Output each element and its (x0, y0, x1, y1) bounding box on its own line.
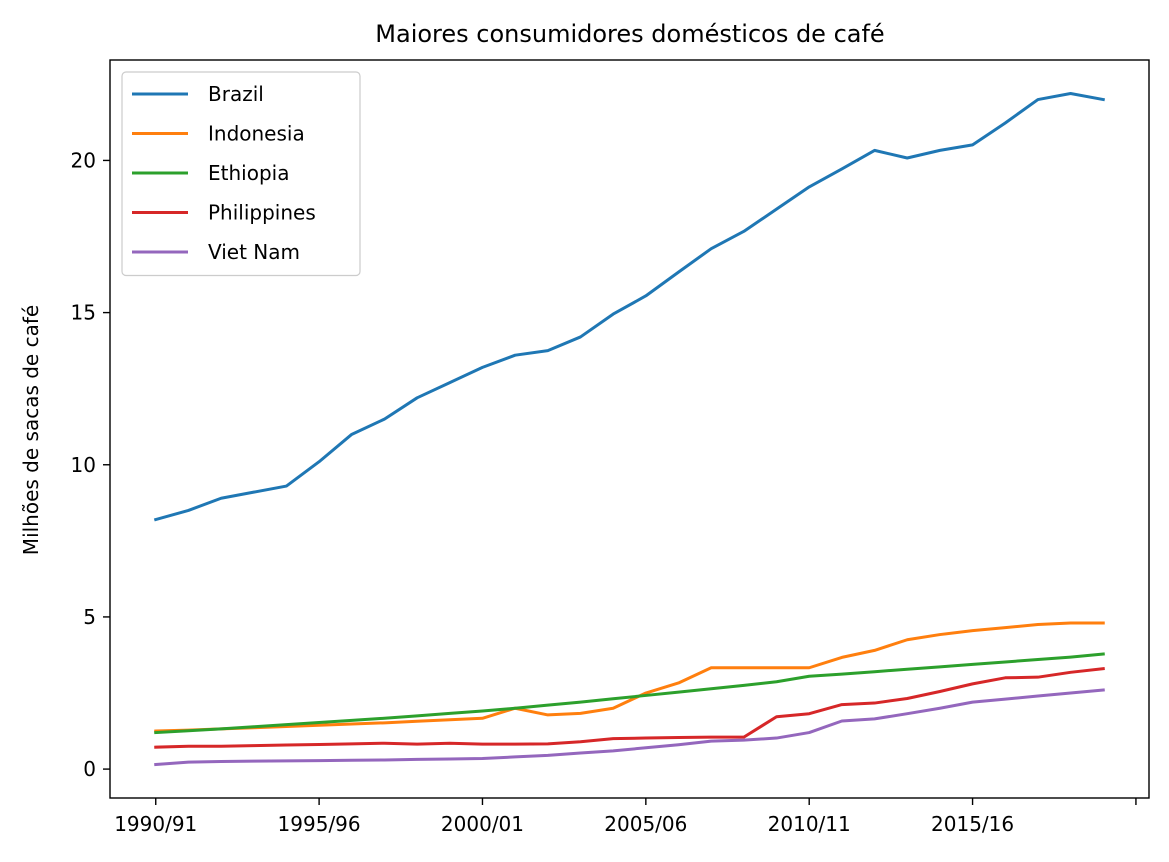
series-line-philippines (154, 667, 1105, 749)
legend-label-viet-nam: Viet Nam (208, 240, 300, 264)
x-axis: 1990/91 1995/96 2000/01 2005/06 2010/11 2015/… (114, 798, 1137, 836)
y-tick-label: 15 (71, 301, 96, 325)
legend-box (121, 71, 361, 277)
y-tick-label: 0 (83, 757, 96, 781)
legend-label-indonesia: Indonesia (208, 122, 305, 146)
y-axis-label: Milhões de sacas de café (19, 305, 43, 555)
y-tick-label: 5 (83, 605, 96, 629)
plot-frame (109, 59, 1150, 799)
legend-label-ethiopia: Ethiopia (208, 161, 289, 185)
x-tick-label: 2015/16 (931, 812, 1014, 836)
x-tick-label: 1990/91 (114, 812, 197, 836)
x-tick-label: 2005/06 (604, 812, 687, 836)
series-line-brazil (153, 91, 1106, 522)
x-tick-label: 1995/96 (278, 812, 361, 836)
x-tick-label: 2000/01 (441, 812, 524, 836)
series-line-viet-nam (154, 688, 1105, 767)
series-line-indonesia (154, 621, 1105, 733)
legend-label-brazil: Brazil (208, 82, 264, 106)
x-tick-label: 2010/11 (768, 812, 851, 836)
legend: Brazil Indonesia Ethiopia Philippines Viet N… (121, 71, 361, 277)
legend-label-philippines: Philippines (208, 201, 316, 225)
y-axis: 0 5 10 15 20 (71, 148, 110, 781)
y-tick-label: 20 (71, 148, 96, 172)
y-tick-label: 10 (71, 453, 96, 477)
series-line-ethiopia (154, 652, 1105, 735)
chart-title: Maiores consumidores domésticos de café (375, 20, 884, 48)
series-layer (153, 91, 1106, 767)
